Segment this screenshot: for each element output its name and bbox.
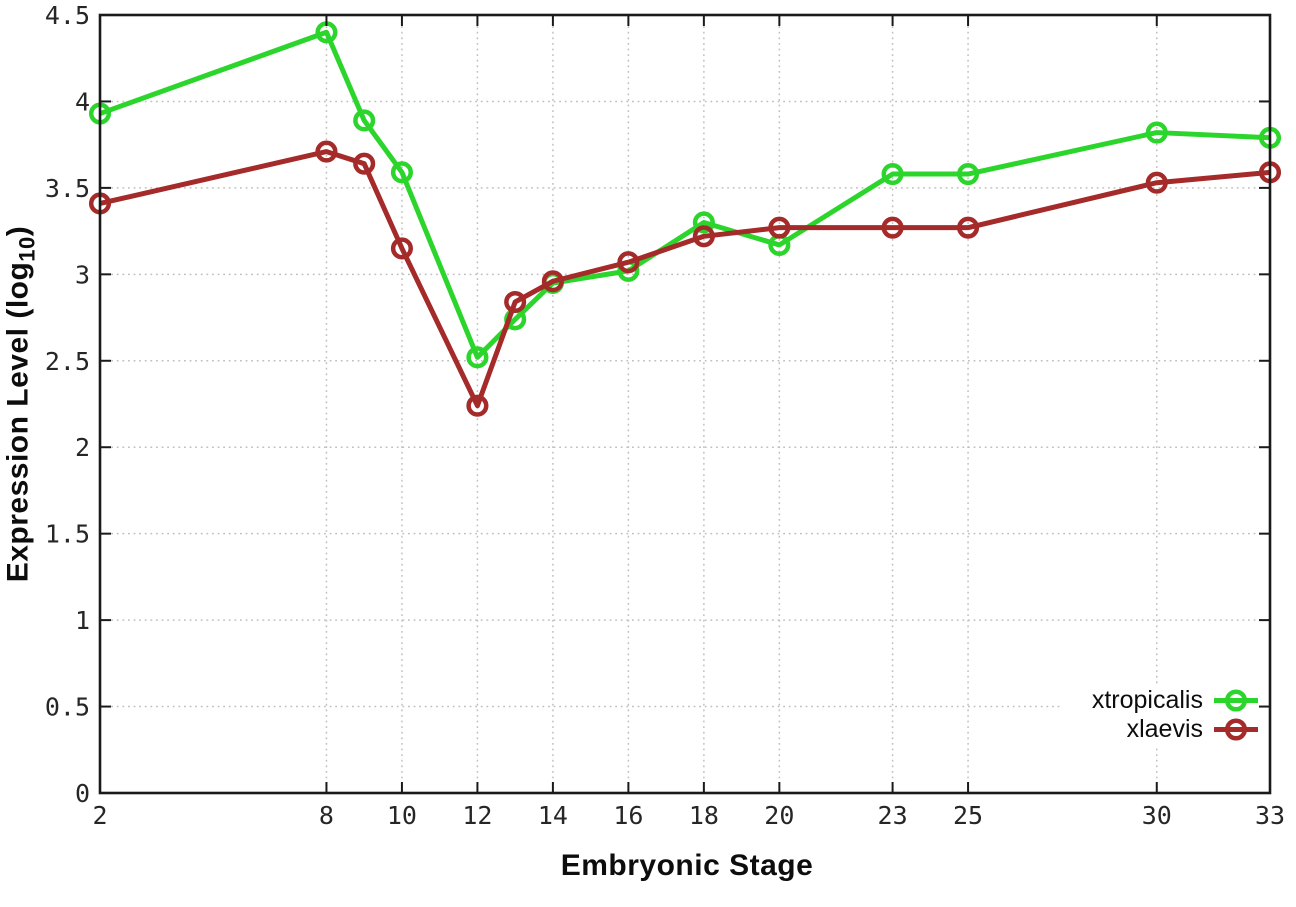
- x-tick-label: 20: [764, 801, 794, 830]
- legend-row-xtropicalis: xtropicalis: [1091, 686, 1259, 714]
- x-tick-label: 14: [538, 801, 568, 830]
- legend-sample-xlaevis-icon: [1214, 718, 1258, 741]
- y-tick-label: 2.5: [45, 347, 90, 376]
- y-tick-label: 4.5: [45, 1, 90, 30]
- y-tick-label: 3: [75, 260, 90, 289]
- series-xlaevis: [88, 140, 1282, 417]
- x-tick-label: 18: [689, 801, 719, 830]
- data-point-xlaevis-stage-25: [957, 216, 980, 239]
- y-tick-label: 0: [75, 779, 90, 808]
- series-line-xlaevis: [99, 149, 1271, 409]
- data-point-xtropicalis-stage-23: [881, 163, 904, 186]
- x-tick-labels: 2 8 10 12 14 16 18 20 23 25 30 33: [92, 801, 1285, 830]
- y-axis-title-suffix: ): [1, 225, 35, 237]
- series-group: [88, 21, 1282, 417]
- data-point-xtropicalis-stage-18: [692, 211, 715, 234]
- data-point-xlaevis-stage-10: [390, 237, 413, 260]
- legend-marker-xtropicalis: [1214, 689, 1258, 712]
- x-axis-title: Embryonic Stage: [560, 849, 814, 882]
- data-point-xlaevis-stage-30: [1145, 171, 1168, 194]
- y-tick-label: 4: [75, 87, 90, 116]
- data-point-xlaevis-stage-14: [541, 270, 564, 293]
- y-tick-label: 3.5: [45, 174, 90, 203]
- y-axis-title-subscript: 10: [14, 236, 40, 262]
- y-tick-label: 1.5: [45, 520, 90, 549]
- y-tick-label: 2: [75, 433, 90, 462]
- y-axis-title-text: Expression Level (log: [1, 261, 35, 583]
- legend-label-xtropicalis: xtropicalis: [1091, 686, 1203, 714]
- legend-row-xlaevis: xlaevis: [1092, 715, 1259, 743]
- x-tick-label: 8: [319, 801, 334, 830]
- x-tick-label: 33: [1255, 801, 1285, 830]
- data-point-xtropicalis-stage-9: [353, 109, 376, 132]
- legend-label-xlaevis: xlaevis: [1126, 715, 1203, 743]
- y-axis-title: Expression Level (log10): [2, 226, 41, 583]
- legend-marker-xlaevis: [1214, 718, 1258, 741]
- data-point-xtropicalis-stage-12: [466, 346, 489, 369]
- data-point-xlaevis-stage-8: [315, 140, 338, 163]
- data-point-xtropicalis-stage-30: [1145, 121, 1168, 144]
- legend: xtropicalis xlaevis: [1061, 684, 1259, 746]
- x-tick-label: 2: [92, 801, 107, 830]
- grid: [99, 14, 1271, 793]
- tick-marks: [99, 14, 1271, 794]
- series-line-xtropicalis: [99, 29, 1271, 360]
- x-tick-label: 16: [613, 801, 643, 830]
- plot-border: [98, 13, 1272, 795]
- legend-sample-xtropicalis-icon: [1214, 689, 1258, 712]
- data-point-xlaevis-stage-13: [504, 290, 527, 314]
- y-tick-labels: 0 0.5 1 1.5 2 2.5 3 3.5 4 4.5: [45, 1, 90, 808]
- data-point-xlaevis-stage-18: [692, 225, 715, 248]
- data-point-xtropicalis-stage-10: [390, 161, 413, 184]
- y-tick-label: 0.5: [45, 693, 90, 722]
- data-point-xlaevis-stage-12: [466, 394, 489, 417]
- series-xtropicalis: [88, 21, 1282, 369]
- data-point-xlaevis-stage-16: [617, 251, 640, 274]
- x-tick-label: 12: [462, 801, 492, 830]
- x-tick-label: 30: [1142, 801, 1172, 830]
- x-tick-label: 10: [387, 801, 417, 830]
- data-point-xlaevis-stage-23: [881, 216, 904, 239]
- data-point-xlaevis-stage-9: [353, 152, 376, 175]
- x-tick-label: 25: [953, 801, 983, 830]
- data-point-xlaevis-stage-20: [768, 216, 791, 239]
- x-tick-label: 23: [878, 801, 908, 830]
- data-point-xtropicalis-stage-25: [957, 163, 980, 186]
- y-tick-label: 1: [75, 606, 90, 635]
